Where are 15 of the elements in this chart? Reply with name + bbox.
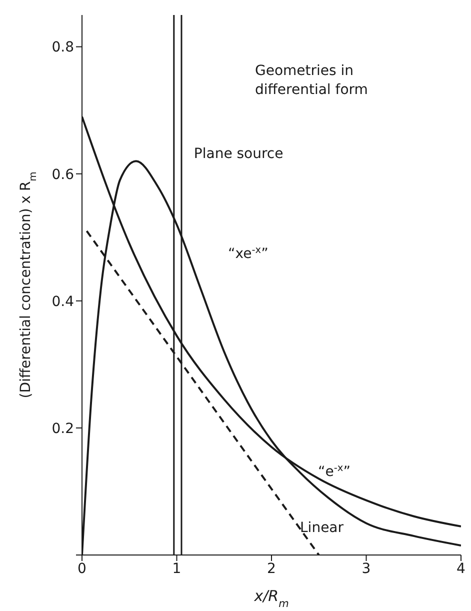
y-tick-label: 0.6 (52, 166, 74, 183)
x-tick-label: 2 (267, 560, 276, 577)
ref-line-label: Plane source (194, 146, 284, 162)
series-label: “e$^{-x}$” (318, 462, 350, 480)
x-tick-label: 3 (362, 560, 371, 577)
text: “xe$^{-x}$” (228, 244, 268, 262)
x-tick-label: 0 (78, 560, 86, 577)
y-tick-label: 0.2 (52, 420, 74, 437)
x-tick-label: 4 (456, 560, 466, 577)
annotation: Geometries in differential form (255, 63, 368, 98)
series-label: Linear (300, 520, 344, 536)
x-axis-title: x/R$_{m}$ (253, 587, 289, 610)
x-tick-label: 1 (172, 560, 182, 577)
y-tick-label: 0.4 (52, 294, 74, 310)
y-tick-label: 0.8 (52, 40, 74, 56)
